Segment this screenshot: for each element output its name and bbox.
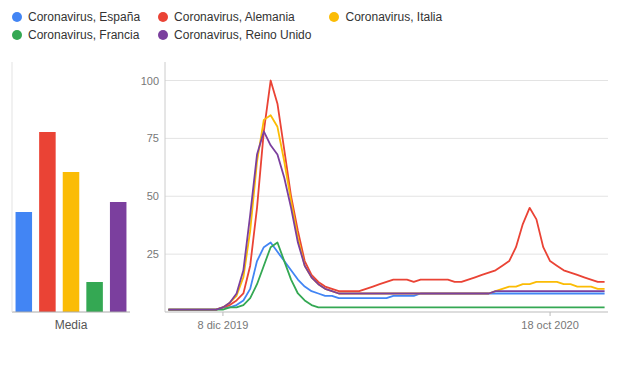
y-tick-label: 100 xyxy=(141,75,159,87)
legend-swatch xyxy=(158,12,168,22)
legend: Coronavirus, España Coronavirus, Alemania… xyxy=(0,0,620,42)
chart: 25 50 75 100 8 dic 2019 18 oct 2020 Media xyxy=(0,42,620,360)
line-series xyxy=(168,115,604,309)
line-series xyxy=(168,243,604,310)
x-tick xyxy=(550,312,551,316)
legend-swatch xyxy=(329,12,339,22)
y-axis-line xyxy=(165,62,166,312)
legend-label: Coronavirus, España xyxy=(28,10,140,24)
legend-swatch xyxy=(158,30,168,40)
legend-swatch xyxy=(12,30,22,40)
legend-item: Coronavirus, Reino Unido xyxy=(158,28,311,42)
y-axis-line xyxy=(12,62,13,312)
x-tick-label: 18 oct 2020 xyxy=(521,319,579,331)
bar xyxy=(39,132,56,312)
x-axis-label: Media xyxy=(55,318,88,332)
bars xyxy=(16,132,127,312)
bar xyxy=(110,202,127,312)
grid-line xyxy=(165,80,608,81)
y-tick-label: 25 xyxy=(147,248,159,260)
legend-item: Coronavirus, Italia xyxy=(329,10,442,24)
legend-label: Coronavirus, Reino Unido xyxy=(174,28,311,42)
legend-label: Coronavirus, Francia xyxy=(28,28,139,42)
bar xyxy=(86,282,103,312)
legend-label: Coronavirus, Alemania xyxy=(174,10,295,24)
legend-item: Coronavirus, Alemania xyxy=(158,10,311,24)
legend-item: Coronavirus, Francia xyxy=(12,28,140,42)
line-series xyxy=(168,131,604,309)
bar xyxy=(63,172,80,312)
grid-line xyxy=(165,196,608,197)
grid-line xyxy=(165,138,608,139)
x-tick-label: 8 dic 2019 xyxy=(198,319,249,331)
x-axis-line xyxy=(12,312,130,313)
line-series xyxy=(168,81,604,310)
x-axis-line xyxy=(165,312,608,313)
legend-swatch xyxy=(12,12,22,22)
legend-item: Coronavirus, España xyxy=(12,10,140,24)
y-tick-label: 75 xyxy=(147,132,159,144)
lines xyxy=(168,81,604,310)
x-tick xyxy=(222,312,223,316)
bar xyxy=(16,212,33,312)
y-tick-label: 50 xyxy=(147,190,159,202)
legend-label: Coronavirus, Italia xyxy=(345,10,442,24)
grid-line xyxy=(165,254,608,255)
